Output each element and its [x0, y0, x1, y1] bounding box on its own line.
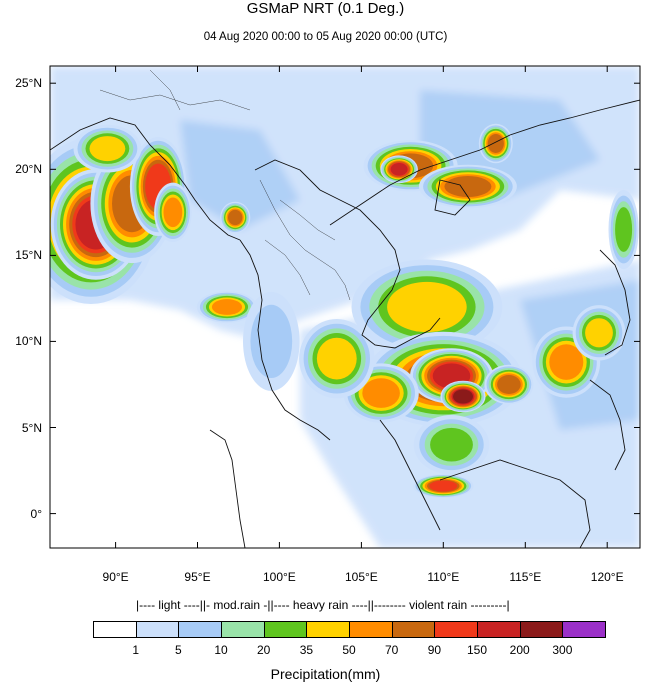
lon-label-3: 105°E	[344, 570, 378, 584]
map-subtitle: 04 Aug 2020 00:00 to 05 Aug 2020 00:00 (…	[203, 31, 448, 43]
rain-cell-18-level-5	[549, 344, 584, 380]
rain-cell-6-level-5	[211, 299, 243, 315]
legend-color-bin-1	[135, 621, 180, 638]
rain-cell-15-level-9	[453, 389, 473, 404]
rain-cell-21-level-3	[430, 427, 473, 462]
legend-color-bin-7	[391, 621, 436, 638]
lon-label-4: 110°E	[427, 570, 460, 584]
lat-label-3: 10°N	[15, 334, 42, 349]
precipitation-map	[49, 65, 641, 549]
map-title: GSMaP NRT (0.1 Deg.)	[246, 0, 405, 17]
lon-label-0: 90°E	[102, 570, 129, 584]
legend-tick-label-3: 20	[257, 643, 271, 657]
lon-label-1: 95°E	[184, 570, 211, 584]
legend-tick-label-8: 150	[466, 643, 488, 657]
lat-label-2: 15°N	[15, 248, 42, 263]
legend-color-bin-0	[93, 621, 137, 638]
legend-tick-label-1: 5	[174, 643, 182, 657]
rain-cell-16-level-5	[362, 378, 400, 408]
legend-color-bin-6	[349, 621, 393, 638]
lat-label-0: 25°N	[15, 76, 42, 91]
rain-cell-9-level-8	[390, 163, 408, 176]
rain-cell-4-level-4	[89, 136, 126, 162]
legend-color-bin-9	[477, 621, 521, 638]
legend-color-bin-4	[263, 621, 308, 638]
rain-cells	[50, 123, 639, 498]
legend-tick-label-9: 200	[509, 643, 530, 657]
axis-ticks	[50, 66, 640, 548]
rain-cell-5-level-5	[163, 197, 183, 228]
legend-color-bin-5	[306, 621, 351, 638]
legend-tick-label-5: 50	[342, 643, 356, 657]
legend-color-bin-2	[178, 621, 222, 638]
legend-color-bin-3	[221, 621, 265, 638]
legend-tick-label-0: 1	[132, 643, 140, 657]
rain-cell-20-level-7	[429, 480, 458, 492]
rain-cell-12-level-4	[387, 281, 467, 333]
rain-cell-23-level-1	[250, 304, 293, 378]
lon-label-6: 120°E	[590, 570, 624, 584]
rain-cell-19-level-4	[585, 318, 613, 348]
legend-category-label-0: |---- light ----||- mod.rain -||---- hea…	[136, 598, 510, 612]
legend-tick-label-2: 10	[214, 643, 228, 657]
rain-cell-10-level-6	[444, 176, 492, 197]
rain-cell-22-level-3	[615, 207, 633, 252]
legend-tick-label-7: 90	[427, 643, 442, 657]
lat-label-5: 0°	[30, 506, 42, 521]
legend-tick-label-4: 35	[299, 643, 314, 657]
rain-cell-7-level-6	[228, 209, 243, 226]
lat-label-4: 5°N	[21, 420, 42, 435]
legend-color-bin-10	[519, 621, 564, 638]
legend-color-bin-8	[434, 621, 479, 638]
rain-cell-11-level-6	[487, 134, 504, 153]
rain-cell-24-level-4	[316, 337, 357, 380]
inland-borders	[99, 69, 351, 301]
coastlines	[50, 99, 640, 548]
lat-label-1: 20°N	[15, 162, 42, 177]
legend-tick-label-10: 300	[552, 643, 573, 657]
map-frame	[49, 65, 641, 549]
lon-label-2: 100°E	[262, 570, 296, 584]
rain-cell-17-level-6	[497, 375, 521, 394]
lon-label-5: 115°E	[509, 570, 542, 584]
legend-color-bin-11	[562, 621, 607, 638]
legend-tick-label-6: 70	[385, 643, 399, 657]
legend-units-label: Precipitation(mm)	[270, 666, 381, 682]
